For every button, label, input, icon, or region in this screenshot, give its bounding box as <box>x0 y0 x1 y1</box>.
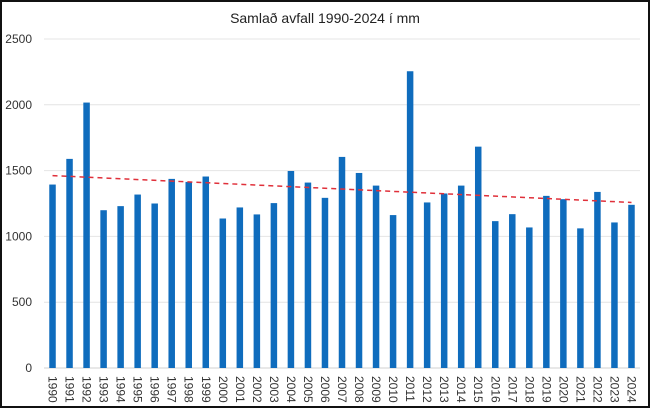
bar-2021 <box>577 228 584 368</box>
x-tick-label: 2015 <box>471 376 485 403</box>
y-tick-label: 2000 <box>5 98 32 112</box>
y-tick-label: 500 <box>12 295 32 309</box>
x-tick-label: 2013 <box>437 376 451 403</box>
bar-2022 <box>594 191 601 368</box>
bar-2023 <box>611 222 618 368</box>
bar-2011 <box>406 71 414 368</box>
x-tick-label: 2006 <box>318 376 332 403</box>
x-tick-label: 2003 <box>267 376 281 403</box>
x-tick-label: 1999 <box>199 376 213 403</box>
y-tick-label: 0 <box>25 361 32 375</box>
x-tick-label: 2009 <box>369 376 383 403</box>
trendline-group <box>52 174 632 204</box>
x-tick-label: 2017 <box>505 376 519 403</box>
bar-1992 <box>83 102 90 368</box>
bar-2016 <box>492 221 499 368</box>
x-tick-label: 2002 <box>250 376 264 403</box>
bar-1990 <box>49 184 56 368</box>
x-tick-label: 1993 <box>97 376 111 403</box>
bar-2009 <box>372 185 380 368</box>
x-tick-label: 1995 <box>131 376 145 403</box>
x-tick-label: 2001 <box>233 376 247 403</box>
x-tick-label: 1998 <box>182 376 196 403</box>
x-tick-label: 2012 <box>420 376 434 403</box>
x-tick-label: 1992 <box>80 376 94 403</box>
bar-1999 <box>202 176 210 368</box>
bar-2006 <box>321 197 329 368</box>
x-tick-label: 2023 <box>607 376 621 403</box>
chart-title: Samlað avfall 1990-2024 í mm <box>230 10 420 26</box>
bar-2001 <box>236 207 244 368</box>
bar-2024 <box>628 204 635 368</box>
y-tick-label: 2500 <box>5 32 32 46</box>
bar-2017 <box>509 214 516 368</box>
x-tick-label: 1994 <box>114 376 128 403</box>
bar-2019 <box>543 195 550 368</box>
bar-1991 <box>66 158 73 368</box>
trendline <box>52 174 632 204</box>
x-tick-label: 1991 <box>63 376 77 403</box>
bar-2004 <box>287 170 295 368</box>
bars <box>49 71 635 368</box>
x-tick-label: 2000 <box>216 376 230 403</box>
bar-2020 <box>560 199 567 368</box>
x-tick-label: 2021 <box>573 376 587 403</box>
bar-1998 <box>185 181 192 368</box>
bar-2008 <box>355 172 363 368</box>
x-tick-label: 2011 <box>403 376 417 402</box>
bar-2010 <box>389 215 397 368</box>
y-axis: 0 500 1000 1500 2000 2500 <box>5 32 32 375</box>
y-tick-label: 1500 <box>5 164 32 178</box>
x-tick-label: 1997 <box>165 376 179 403</box>
bar-1996 <box>151 203 158 368</box>
x-tick-label: 2024 <box>624 376 638 403</box>
bar-2014 <box>457 185 465 368</box>
bar-1997 <box>168 178 175 368</box>
bar-2000 <box>219 218 227 368</box>
bar-2018 <box>526 227 533 368</box>
y-tick-label: 1000 <box>5 229 32 243</box>
x-tick-label: 1990 <box>46 376 60 403</box>
bar-2007 <box>338 156 346 368</box>
bar-2013 <box>440 193 448 368</box>
bar-2015 <box>474 146 482 368</box>
x-tick-label: 2020 <box>556 376 570 403</box>
x-tick-label: 2018 <box>522 376 536 403</box>
bar-2012 <box>423 202 431 368</box>
bar-2005 <box>304 182 312 368</box>
x-tick-label: 2019 <box>539 376 553 403</box>
x-tick-label: 2008 <box>352 376 366 403</box>
bar-1993 <box>100 210 107 368</box>
x-tick-label: 2016 <box>488 376 502 403</box>
x-tick-label: 1996 <box>148 376 162 403</box>
bar-2002 <box>253 214 261 368</box>
x-tick-label: 2022 <box>590 376 604 403</box>
x-tick-label: 2005 <box>301 376 315 403</box>
bar-1994 <box>117 206 124 368</box>
x-axis: 1990 1991 1992 1993 1994 1995 1996 1997 1998 1999… <box>46 376 639 403</box>
bar-2003 <box>270 203 278 368</box>
x-tick-label: 2014 <box>454 376 468 403</box>
x-tick-label: 2004 <box>284 376 298 403</box>
bar-1995 <box>134 194 141 368</box>
x-tick-label: 2007 <box>335 376 349 403</box>
x-tick-label: 2010 <box>386 376 400 403</box>
